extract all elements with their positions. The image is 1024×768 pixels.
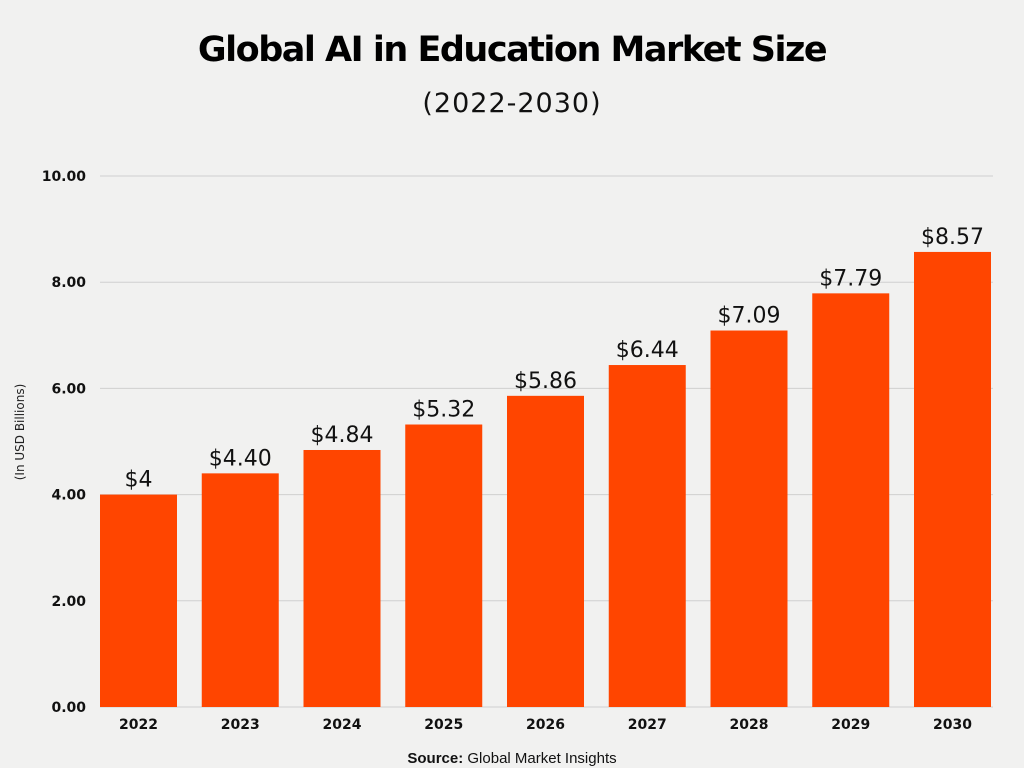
data-label: $4.40 <box>209 446 272 471</box>
data-label: $8.57 <box>921 225 984 250</box>
data-label: $7.09 <box>718 304 781 329</box>
bar-2024 <box>303 449 381 707</box>
x-tick-label: 2025 <box>424 717 463 733</box>
data-label: $4.84 <box>311 423 374 448</box>
data-label: $5.32 <box>412 398 475 423</box>
x-tick-label: 2029 <box>831 717 870 733</box>
bar-2026 <box>507 395 584 707</box>
data-label: $4 <box>125 468 153 493</box>
y-tick-label: 4.00 <box>51 488 86 504</box>
chart-title: Global AI in Education Market Size <box>197 30 828 70</box>
bar-2027 <box>608 365 686 707</box>
bar-2025 <box>405 424 483 707</box>
bar-2029 <box>812 293 890 707</box>
y-tick-label: 6.00 <box>51 381 86 397</box>
y-tick-label: 0.00 <box>51 700 86 716</box>
y-tick-label: 8.00 <box>51 275 86 291</box>
x-tick-label: 2022 <box>119 717 158 733</box>
data-label: $7.79 <box>819 266 882 291</box>
bar-2023 <box>201 473 279 707</box>
bar-2030 <box>914 251 991 708</box>
bar-2028 <box>710 330 788 707</box>
x-tick-label: 2030 <box>933 717 972 733</box>
x-tick-label: 2023 <box>221 717 260 733</box>
source-text: Global Market Insights <box>467 750 617 767</box>
x-tick-label: 2027 <box>628 717 667 733</box>
data-label: $6.44 <box>616 338 679 363</box>
x-tick-label: 2026 <box>526 717 565 733</box>
bar-2022 <box>100 494 177 707</box>
y-tick-label: 2.00 <box>51 594 86 610</box>
y-tick-label: 10.00 <box>42 169 87 185</box>
x-tick-label: 2024 <box>323 717 362 733</box>
x-tick-label: 2028 <box>730 717 769 733</box>
chart-subtitle: (2022-2030) <box>422 88 602 119</box>
source-note: Source: Global Market Insights <box>0 750 1024 767</box>
source-label: Source: <box>407 750 464 767</box>
data-label: $5.86 <box>514 369 577 394</box>
